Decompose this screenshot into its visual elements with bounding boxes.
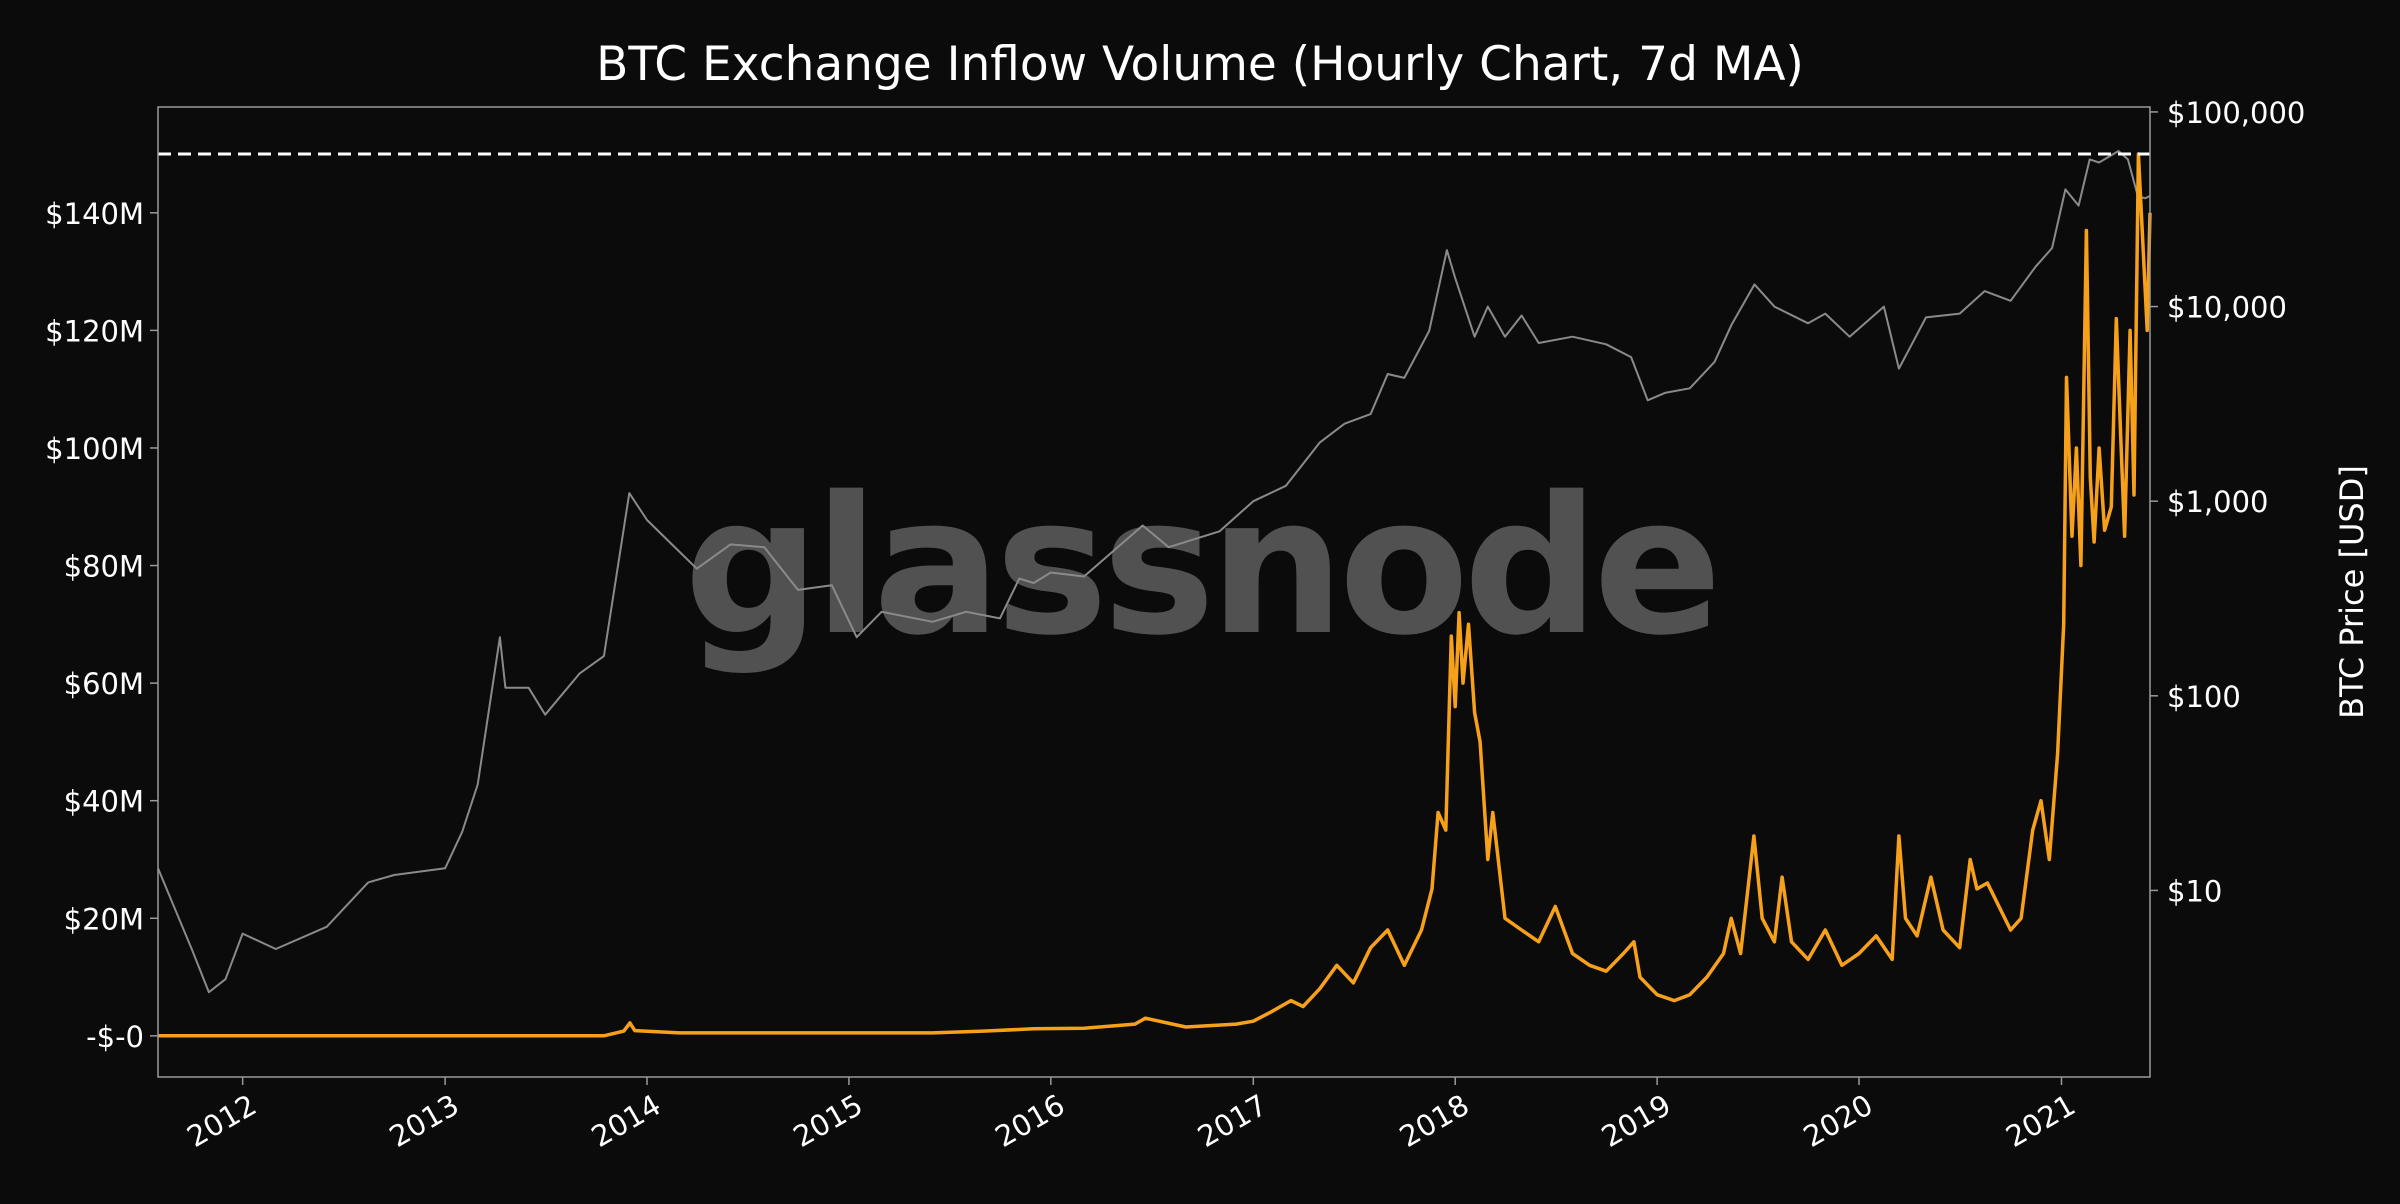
y-axis-right: $10 $100 $1,000 $10,000 $100,000 xyxy=(2150,96,2305,908)
y-left-tick-label: $20M xyxy=(64,902,144,936)
watermark: glassnode xyxy=(684,456,1722,677)
series-layer xyxy=(157,150,2152,1038)
y-left-tick-label: $100M xyxy=(45,432,144,466)
glassnode-watermark: glassnode xyxy=(684,456,1716,677)
y-left-tick-label: $40M xyxy=(64,785,144,819)
y-axis-right-label: BTC Price [USD] xyxy=(2333,465,2371,719)
y-axis-left: -$-0 $20M $40M $60M $80M $100M $120M $140M xyxy=(45,197,158,1054)
y-left-tick-label: $80M xyxy=(64,550,144,584)
y-right-tick-label: $100,000 xyxy=(2167,96,2305,130)
y-right-tick-label: $100 xyxy=(2167,680,2241,714)
y-left-tick-label: $140M xyxy=(45,197,144,231)
y-left-tick-label: $60M xyxy=(64,667,144,701)
y-left-tick-label: $120M xyxy=(45,314,144,348)
plot-frame xyxy=(157,106,2151,1078)
chart-title: BTC Exchange Inflow Volume (Hourly Chart… xyxy=(596,37,1804,92)
y-right-tick-label: $10,000 xyxy=(2167,291,2287,325)
btc-price-line xyxy=(157,150,2151,994)
y-right-tick-label: $10 xyxy=(2167,874,2222,908)
exchange-inflow-line xyxy=(158,152,2152,1038)
y-right-tick-label: $1,000 xyxy=(2167,485,2268,519)
y-left-tick-label: -$-0 xyxy=(86,1020,144,1054)
